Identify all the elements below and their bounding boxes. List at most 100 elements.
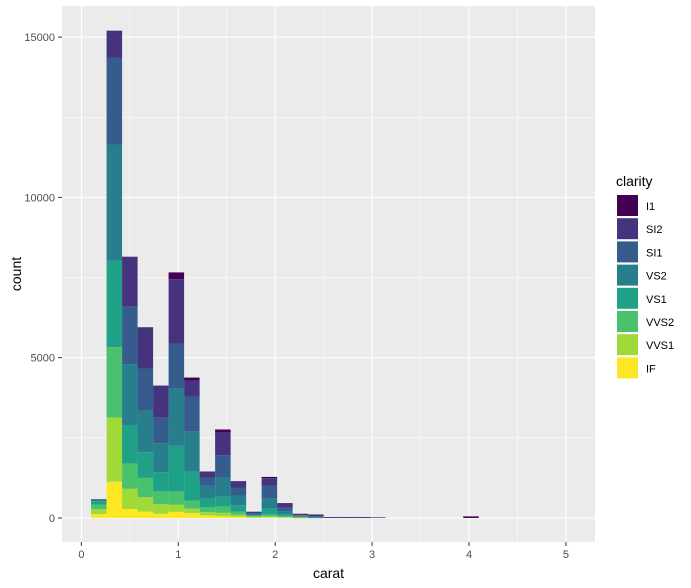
minor-gridlines — [62, 6, 595, 542]
bar-segment-vvs1 — [122, 488, 138, 509]
bar-segment-vs1 — [137, 452, 154, 478]
x-tick-label: 5 — [563, 549, 569, 561]
x-tick-label: 1 — [175, 549, 181, 561]
bar-segment-si1 — [199, 477, 216, 486]
bar-segment-si2 — [153, 385, 169, 418]
bar-segment-vvs2 — [153, 491, 169, 505]
bar-segment-vvs2 — [91, 504, 107, 510]
x-tick-label: 0 — [78, 549, 84, 561]
bar-segment-si1 — [137, 368, 154, 411]
bar-segment-si2 — [184, 380, 200, 397]
y-axis-title: count — [8, 257, 24, 291]
bar-segment-vvs2 — [277, 516, 293, 518]
bar-segment-vvs1 — [215, 512, 231, 517]
bar-segment-if — [230, 516, 247, 518]
legend-label-vvs1: VVS1 — [646, 340, 674, 352]
bar-segment-vvs2 — [199, 507, 216, 513]
bar-segment-vvs1 — [106, 417, 123, 482]
legend-label-si1: SI1 — [646, 247, 663, 259]
bar-segment-si1 — [91, 499, 107, 500]
bar-segment-vs1 — [106, 260, 123, 348]
bar-segment-si1 — [215, 455, 231, 478]
bar-segment-si2 — [308, 514, 324, 517]
y-tick-label: 5000 — [31, 353, 55, 365]
bar-segment-vs2 — [184, 431, 200, 472]
legend: clarity I1 SI2 SI1 VS2 VS1 VVS2 VVS1 IF — [616, 173, 674, 379]
legend-label-vvs2: VVS2 — [646, 317, 674, 329]
bar-segment-si2 — [137, 327, 154, 369]
bar-segment-vs2 — [292, 515, 309, 517]
bar-segment-if — [122, 508, 138, 518]
legend-swatch-si1 — [617, 241, 638, 263]
bar-segment-vvs1 — [277, 517, 293, 518]
legend-label-if: IF — [646, 363, 656, 375]
bar-segment-si1 — [230, 487, 247, 496]
legend-label-vs2: VS2 — [646, 271, 667, 283]
bar-segment-si1 — [153, 417, 169, 444]
bar-segment-vs2 — [122, 364, 138, 425]
bar-segment-i1 — [215, 429, 231, 433]
x-tick-label: 3 — [369, 549, 375, 561]
bar-segment-si2 — [230, 481, 247, 488]
bar-segment-if — [199, 515, 216, 518]
bar-segment-si1 — [122, 306, 138, 365]
bar-segment-si2 — [261, 478, 278, 486]
bar-segment-vvs2 — [168, 491, 185, 505]
bar-segment-si1 — [246, 512, 262, 514]
legend-swatch-vvs1 — [617, 334, 638, 356]
legend-swatch-if — [617, 357, 638, 379]
bar-segment-vvs1 — [184, 508, 200, 514]
bar-segment-si2 — [277, 503, 293, 508]
bar-segment-si2 — [370, 517, 386, 518]
bar-segment-i1 — [184, 377, 200, 381]
bar-segment-vs1 — [168, 445, 185, 492]
bar-segment-vvs1 — [153, 504, 169, 514]
bar-segment-vs1 — [122, 424, 138, 464]
bar-segment-vs2 — [153, 443, 169, 473]
bar-segment-vvs1 — [168, 504, 185, 512]
bar-segment-si1 — [261, 485, 278, 499]
histogram-bars — [91, 30, 479, 519]
legend-title: clarity — [616, 173, 653, 189]
bar-segment-vs1 — [277, 514, 293, 517]
legend-swatch-vs1 — [617, 287, 638, 309]
bar-segment-si1 — [168, 343, 185, 389]
bar-segment-i1 — [261, 476, 278, 479]
bar-segment-vs1 — [215, 496, 231, 507]
legend-swatch-vs2 — [617, 264, 638, 286]
bar-segment-si1 — [277, 507, 293, 512]
legend-swatch-i1 — [617, 195, 638, 216]
axes: 0 1 2 3 4 5 0 5000 10000 15000 — [24, 32, 569, 561]
bar-segment-si1 — [106, 57, 123, 145]
bar-segment-si2 — [292, 514, 309, 516]
bar-segment-if — [215, 516, 231, 518]
legend-swatch-si2 — [617, 218, 638, 240]
bar-segment-si2 — [122, 256, 138, 307]
bar-segment-si2 — [199, 471, 216, 478]
bar-segment-vvs1 — [199, 512, 216, 516]
bar-segment-vvs2 — [137, 477, 154, 498]
legend-swatch-vvs2 — [617, 311, 638, 332]
bar-segment-vs2 — [261, 498, 278, 509]
bar-segment-vvs1 — [91, 509, 107, 515]
bar-segment-vs1 — [184, 471, 200, 501]
bar-segment-vs1 — [292, 516, 309, 518]
bar-segment-si1 — [184, 396, 200, 432]
bar-segment-vvs1 — [137, 497, 154, 512]
bar-segment-si2 — [168, 279, 185, 344]
y-tick-label: 10000 — [24, 192, 55, 204]
bar-segment-vs2 — [91, 499, 107, 502]
x-tick-label: 2 — [272, 549, 278, 561]
bar-segment-vvs2 — [230, 511, 247, 515]
bar-segment-vvs2 — [292, 517, 309, 518]
x-tick-label: 4 — [466, 549, 472, 561]
bar-segment-if — [246, 517, 262, 518]
bar-segment-vvs1 — [292, 517, 309, 519]
bar-segment-vvs2 — [122, 463, 138, 489]
x-axis-title: carat — [313, 565, 344, 581]
bar-segment-vs1 — [261, 508, 278, 515]
bar-segment-vs2 — [215, 477, 231, 497]
bar-segment-vs1 — [199, 498, 216, 508]
bar-segment-vs2 — [277, 511, 293, 515]
